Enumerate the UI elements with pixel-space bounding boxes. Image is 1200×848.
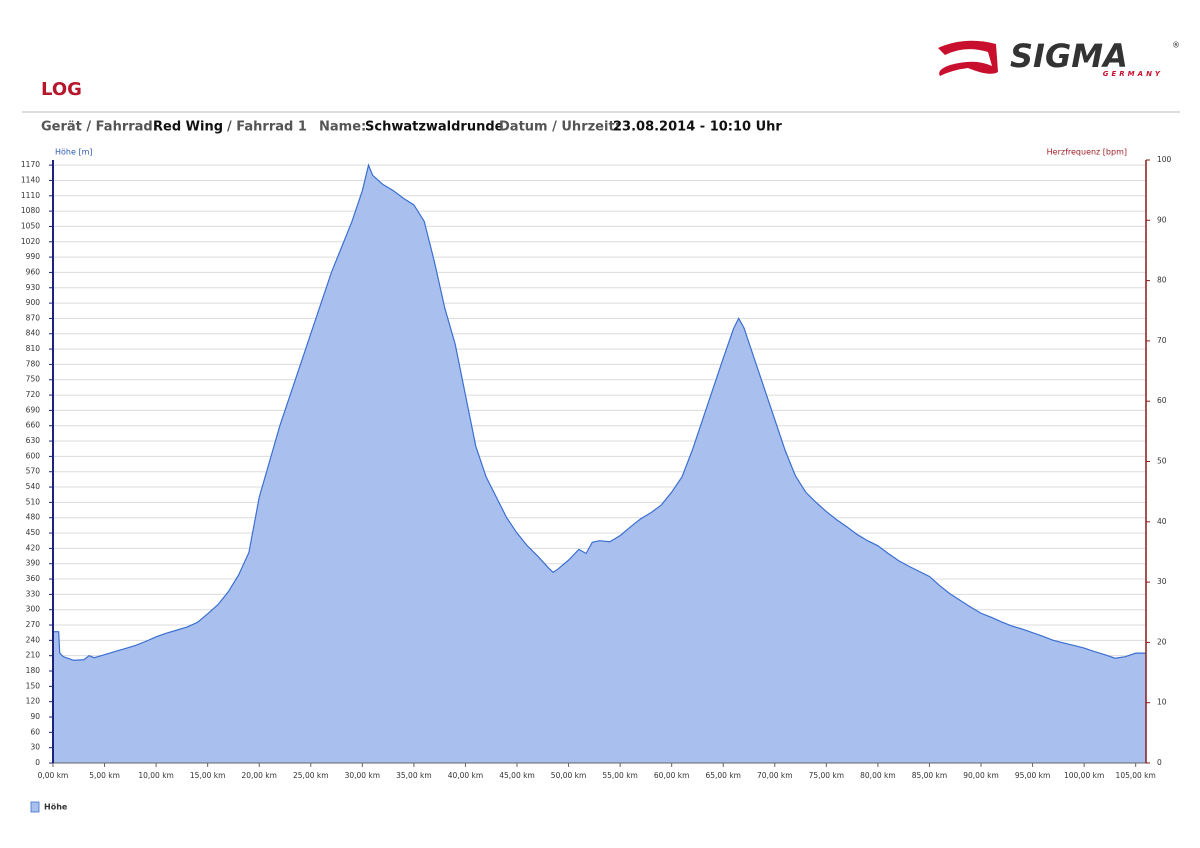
x-tick-label: 10,00 km (138, 771, 174, 780)
y-tick-label: 870 (26, 313, 41, 322)
y-tick-label: 270 (26, 620, 41, 629)
x-tick-label: 30,00 km (345, 771, 381, 780)
page-title: LOG (41, 79, 82, 100)
y2-axis-label: Herzfrequenz [bpm] (1047, 148, 1127, 157)
info-value: Schwatzwaldrunde (365, 120, 504, 135)
x-tick-label: 35,00 km (396, 771, 432, 780)
x-tick-label: 55,00 km (602, 771, 638, 780)
y-tick-label: 690 (26, 405, 41, 414)
x-tick-label: 70,00 km (757, 771, 793, 780)
y-tick-label: 960 (26, 267, 41, 276)
y-tick-label: 780 (26, 359, 41, 368)
y-tick-label: 0 (35, 758, 40, 767)
legend-label: Höhe (44, 803, 68, 812)
logo-swoosh (938, 40, 998, 76)
x-tick-label: 105,00 km (1116, 771, 1156, 780)
y2-tick-label: 100 (1157, 155, 1172, 164)
y-tick-label: 480 (26, 513, 41, 522)
logo-sub: GERMANY (1103, 70, 1163, 78)
area-line (53, 163, 1146, 661)
logo-mark: ® (1172, 41, 1180, 50)
info-label: Gerät / Fahrrad: (41, 120, 158, 135)
y-tick-label: 720 (26, 390, 41, 399)
y-tick-label: 840 (26, 329, 41, 338)
y2-tick-label: 70 (1157, 336, 1167, 345)
x-tick-label: 100,00 km (1064, 771, 1104, 780)
y-tick-label: 540 (26, 482, 41, 491)
y-axis-label: Höhe [m] (55, 148, 92, 157)
y-tick-label: 810 (26, 344, 41, 353)
y-tick-label: 630 (26, 436, 41, 445)
x-tick-label: 80,00 km (860, 771, 896, 780)
y-tick-label: 750 (26, 375, 41, 384)
y-tick-label: 420 (26, 543, 41, 552)
y-tick-label: 600 (26, 451, 41, 460)
x-tick-label: 60,00 km (654, 771, 690, 780)
y-tick-label: 1050 (21, 221, 40, 230)
legend-swatch (30, 801, 40, 813)
x-tick-label: 95,00 km (1015, 771, 1051, 780)
y-tick-label: 30 (30, 743, 40, 752)
x-tick-label: 85,00 km (912, 771, 948, 780)
area-fill (53, 165, 1146, 763)
y2-tick-label: 30 (1157, 577, 1167, 586)
logo-text: SIGMA (1010, 37, 1128, 75)
x-tick-label: 65,00 km (705, 771, 741, 780)
y-tick-label: 510 (26, 497, 41, 506)
y2-tick-label: 0 (1157, 758, 1162, 767)
x-tick-label: 15,00 km (190, 771, 226, 780)
y-tick-label: 1080 (21, 206, 40, 215)
x-tick-label: 0,00 km (38, 771, 69, 780)
y-tick-label: 450 (26, 528, 41, 537)
y2-tick-label: 40 (1157, 517, 1167, 526)
y-tick-label: 1170 (21, 160, 40, 169)
y2-tick-label: 90 (1157, 215, 1167, 224)
y2-tick-label: 10 (1157, 698, 1167, 707)
y-tick-label: 390 (26, 559, 41, 568)
y-tick-label: 300 (26, 605, 41, 614)
info-label: Datum / Uhrzeit: (499, 120, 620, 135)
info-value: 23.08.2014 - 10:10 Uhr (613, 120, 782, 135)
y-tick-label: 120 (26, 697, 41, 706)
y2-tick-label: 60 (1157, 396, 1167, 405)
y-tick-label: 930 (26, 283, 41, 292)
y-tick-label: 1110 (21, 191, 40, 200)
x-tick-label: 45,00 km (499, 771, 535, 780)
info-value: Red Wing (153, 120, 223, 135)
plot: 0306090120150180210240270300330360390420… (21, 155, 1172, 813)
y-tick-label: 990 (26, 252, 41, 261)
x-tick-label: 20,00 km (241, 771, 277, 780)
y-tick-label: 150 (26, 681, 41, 690)
x-tick-label: 5,00 km (89, 771, 120, 780)
x-tick-label: 75,00 km (809, 771, 845, 780)
y-tick-label: 180 (26, 666, 41, 675)
y-tick-label: 1020 (21, 237, 40, 246)
y-tick-label: 90 (30, 712, 40, 721)
y-tick-label: 240 (26, 635, 41, 644)
y-tick-label: 60 (30, 727, 40, 736)
y2-tick-label: 50 (1157, 457, 1167, 466)
info-label: / Fahrrad 1 (227, 120, 307, 135)
y-tick-label: 330 (26, 589, 41, 598)
x-tick-label: 25,00 km (293, 771, 329, 780)
y-tick-label: 900 (26, 298, 41, 307)
y2-tick-label: 80 (1157, 276, 1167, 285)
x-tick-label: 90,00 km (963, 771, 999, 780)
y-tick-label: 660 (26, 421, 41, 430)
info-label: Name: (319, 120, 366, 135)
y-tick-label: 360 (26, 574, 41, 583)
y-tick-label: 210 (26, 651, 41, 660)
y-tick-label: 1140 (21, 175, 40, 184)
x-tick-label: 40,00 km (448, 771, 484, 780)
x-tick-label: 50,00 km (551, 771, 587, 780)
y2-tick-label: 20 (1157, 637, 1167, 646)
y-tick-label: 570 (26, 467, 41, 476)
